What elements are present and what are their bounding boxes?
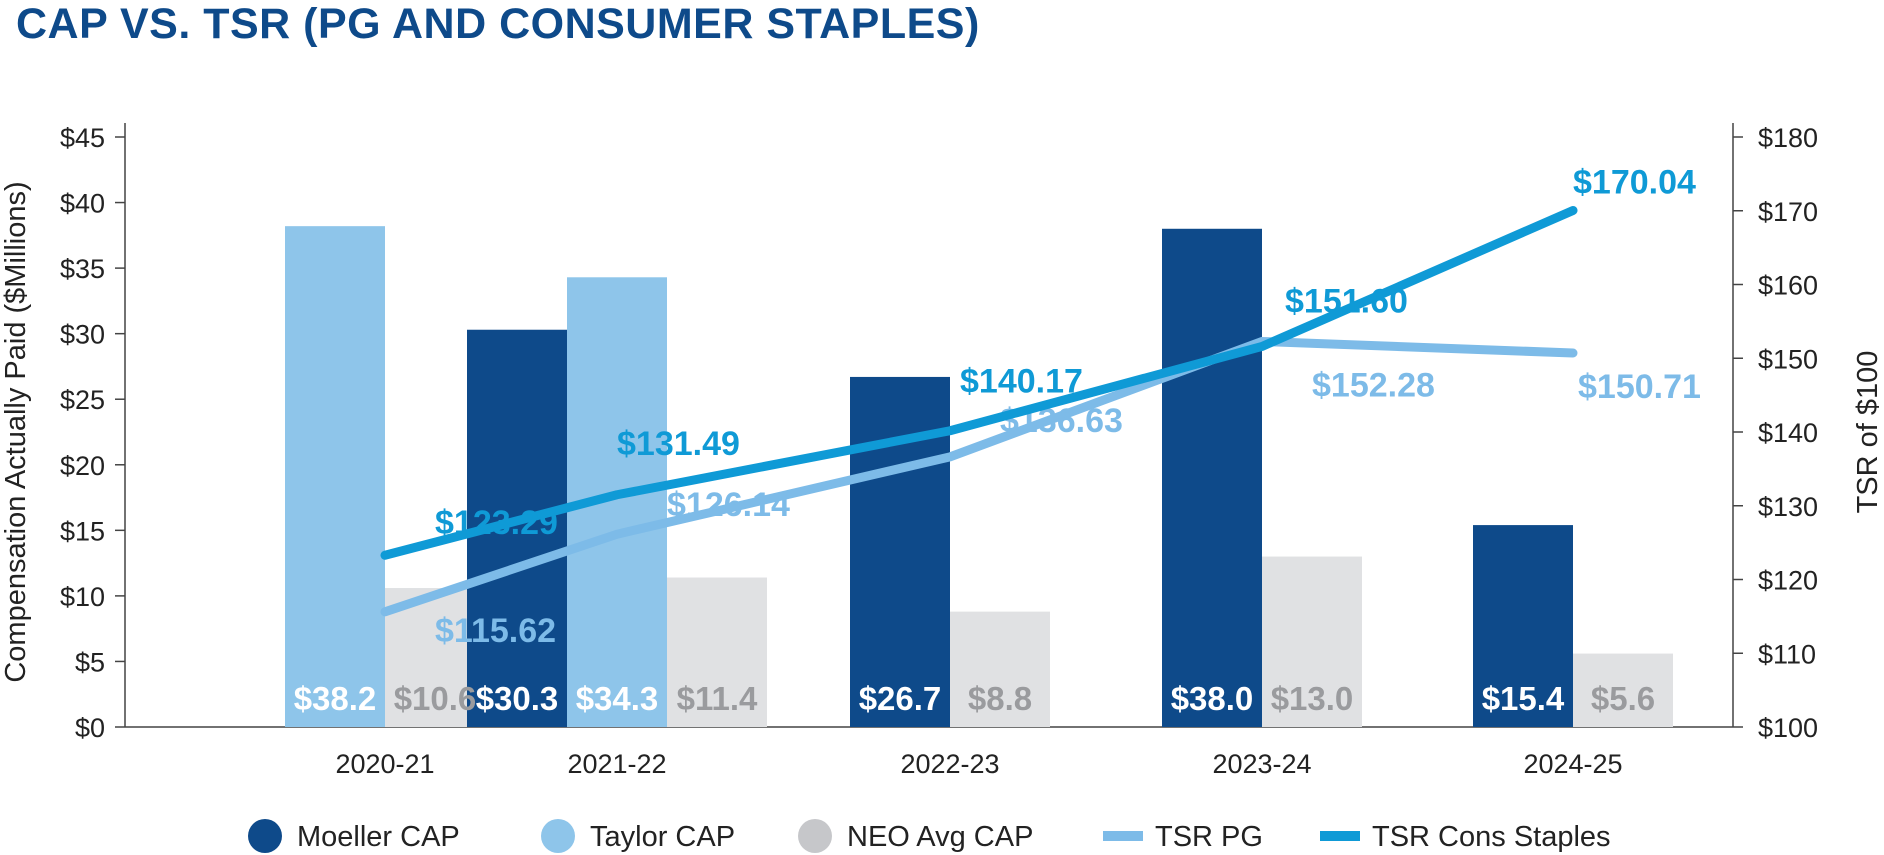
line-label-tsr-cons-staples: $151.60 — [1285, 282, 1408, 320]
bar-neo-avg-cap — [1573, 653, 1673, 727]
y2-tick-label: $140 — [1758, 418, 1818, 448]
legend-label-neo-avg-cap: NEO Avg CAP — [847, 821, 1033, 853]
bar-value-label: $34.3 — [576, 680, 659, 717]
line-label-tsr-pg: $115.62 — [435, 612, 556, 650]
y-tick-label: $45 — [60, 123, 105, 153]
line-tsr-cons-staples — [380, 205, 1578, 560]
y2-axis-title: TSR of $100 — [1852, 351, 1884, 514]
y2-tick-label: $100 — [1758, 713, 1818, 743]
y2-tick-label: $130 — [1758, 492, 1818, 522]
bar-neo-avg-cap — [950, 611, 1050, 727]
y-tick-label: $30 — [60, 320, 105, 350]
line-label-tsr-cons-staples: $170.04 — [1573, 163, 1696, 201]
y2-tick-label: $150 — [1758, 344, 1818, 374]
bar-taylor-cap — [285, 226, 385, 727]
line-label-tsr-pg: $150.71 — [1578, 368, 1701, 406]
legend-marker-tsr-cons-staples — [1320, 831, 1360, 841]
x-tick-label: 2024-25 — [1523, 749, 1622, 779]
y-tick-label: $20 — [60, 451, 105, 481]
x-tick-label: 2022-23 — [900, 749, 999, 779]
bar-value-label: $38.0 — [1171, 680, 1254, 717]
x-tick-label: 2021-22 — [567, 749, 666, 779]
y-tick-label: $10 — [60, 582, 105, 612]
bar-value-label: $15.4 — [1482, 680, 1565, 717]
y-tick-label: $35 — [60, 254, 105, 284]
legend-label-moeller-cap: Moeller CAP — [297, 821, 460, 853]
y-tick-label: $25 — [60, 385, 105, 415]
legend-label-tsr-cons-staples: TSR Cons Staples — [1372, 821, 1611, 853]
bar-moeller-cap — [1162, 228, 1262, 727]
bar-value-label: $8.8 — [968, 680, 1032, 717]
legend-label-tsr-pg: TSR PG — [1155, 821, 1263, 853]
line-label-tsr-cons-staples: $140.17 — [960, 363, 1083, 401]
y-tick-label: $40 — [60, 189, 105, 219]
bar-value-label: $10.6 — [394, 680, 477, 717]
y2-tick-label: $160 — [1758, 271, 1818, 301]
legend-marker-moeller-cap — [248, 819, 282, 853]
bar-neo-avg-cap — [1262, 556, 1362, 727]
y2-tick-label: $110 — [1758, 639, 1816, 669]
y-tick-label: $0 — [75, 713, 105, 743]
line-label-tsr-pg: $126.14 — [667, 486, 790, 524]
line-label-tsr-cons-staples: $131.49 — [617, 425, 740, 463]
line-label-tsr-pg: $136.63 — [1000, 402, 1123, 440]
x-tick-label: 2020-21 — [335, 749, 434, 779]
y2-tick-label: $180 — [1758, 123, 1818, 153]
bar-value-label: $30.3 — [476, 680, 559, 717]
bar-value-label: $38.2 — [294, 680, 377, 717]
bar-value-label: $13.0 — [1271, 680, 1354, 717]
legend-marker-neo-avg-cap — [798, 819, 832, 853]
line-tsr-pg — [380, 336, 1578, 617]
bar-moeller-cap — [1473, 525, 1573, 727]
chart-title: CAP VS. TSR (PG AND CONSUMER STAPLES) — [16, 0, 980, 48]
legend-marker-taylor-cap — [541, 819, 575, 853]
legend-marker-tsr-pg — [1103, 831, 1143, 841]
bar-neo-avg-cap — [667, 577, 767, 727]
line-label-tsr-pg: $152.28 — [1312, 366, 1435, 404]
y2-tick-label: $170 — [1758, 197, 1818, 227]
bar-value-label: $26.7 — [859, 680, 942, 717]
line-label-tsr-cons-staples: $123.29 — [435, 504, 558, 542]
y2-tick-label: $120 — [1758, 566, 1818, 596]
bar-value-label: $5.6 — [1591, 680, 1655, 717]
bar-value-label: $11.4 — [677, 680, 758, 717]
legend-label-taylor-cap: Taylor CAP — [590, 821, 735, 853]
y-axis-title: Compensation Actually Paid ($Millions) — [0, 181, 32, 682]
x-tick-label: 2023-24 — [1212, 749, 1311, 779]
y-tick-label: $15 — [60, 516, 105, 546]
y-tick-label: $5 — [75, 647, 105, 677]
